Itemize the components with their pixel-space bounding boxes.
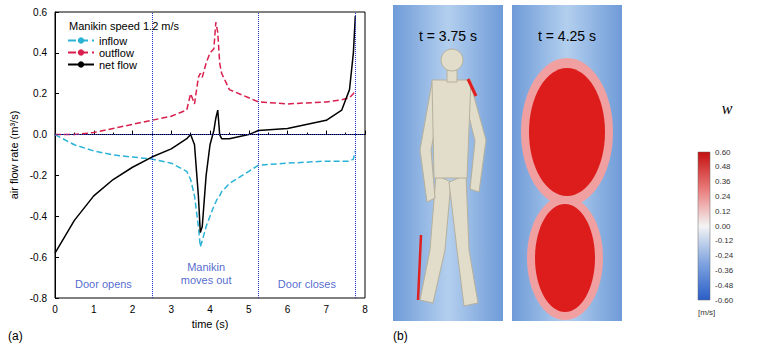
svg-text:0.24: 0.24 [715,192,731,201]
svg-text:-0.60: -0.60 [715,296,734,305]
svg-text:2: 2 [130,304,136,315]
svg-text:-0.24: -0.24 [715,251,734,260]
svg-text:time (s): time (s) [192,318,229,330]
svg-text:-0.36: -0.36 [715,266,734,275]
svg-text:4: 4 [207,304,213,315]
svg-text:outflow: outflow [99,47,134,59]
svg-text:0.4: 0.4 [33,47,47,58]
svg-text:moves out: moves out [181,274,232,286]
svg-text:6: 6 [285,304,291,315]
svg-text:-0.4: -0.4 [30,211,48,222]
svg-text:net flow: net flow [99,59,137,71]
svg-text:0.12: 0.12 [715,207,731,216]
svg-text:inflow: inflow [99,35,127,47]
svg-text:0.0: 0.0 [33,129,47,140]
svg-text:t = 4.25 s: t = 4.25 s [538,28,596,44]
svg-text:(a): (a) [8,329,23,343]
svg-text:t = 3.75 s: t = 3.75 s [419,28,477,44]
svg-text:-0.12: -0.12 [715,236,734,245]
svg-text:Door closes: Door closes [278,278,337,290]
svg-text:[m/s]: [m/s] [698,308,715,317]
svg-text:Door opens: Door opens [75,278,132,290]
svg-text:1: 1 [91,304,97,315]
svg-text:0.2: 0.2 [33,88,47,99]
svg-text:-0.48: -0.48 [715,281,734,290]
svg-text:-0.2: -0.2 [30,170,48,181]
svg-text:3: 3 [168,304,174,315]
svg-text:(b): (b) [393,329,408,343]
svg-text:w: w [722,100,733,117]
svg-text:8: 8 [362,304,368,315]
svg-text:0.48: 0.48 [715,162,731,171]
svg-text:Manikin: Manikin [187,261,225,273]
svg-text:-0.6: -0.6 [30,252,48,263]
svg-text:-0.8: -0.8 [30,293,48,304]
svg-text:7: 7 [323,304,329,315]
svg-text:0.60: 0.60 [715,148,731,157]
svg-text:0.36: 0.36 [715,177,731,186]
svg-text:0.6: 0.6 [33,7,47,18]
svg-text:5: 5 [246,304,252,315]
svg-text:0: 0 [52,304,58,315]
svg-text:Manikin speed 1.2 m/s: Manikin speed 1.2 m/s [69,20,180,32]
svg-text:air flow rate (m³/s): air flow rate (m³/s) [8,111,20,200]
svg-text:0.00: 0.00 [715,222,731,231]
